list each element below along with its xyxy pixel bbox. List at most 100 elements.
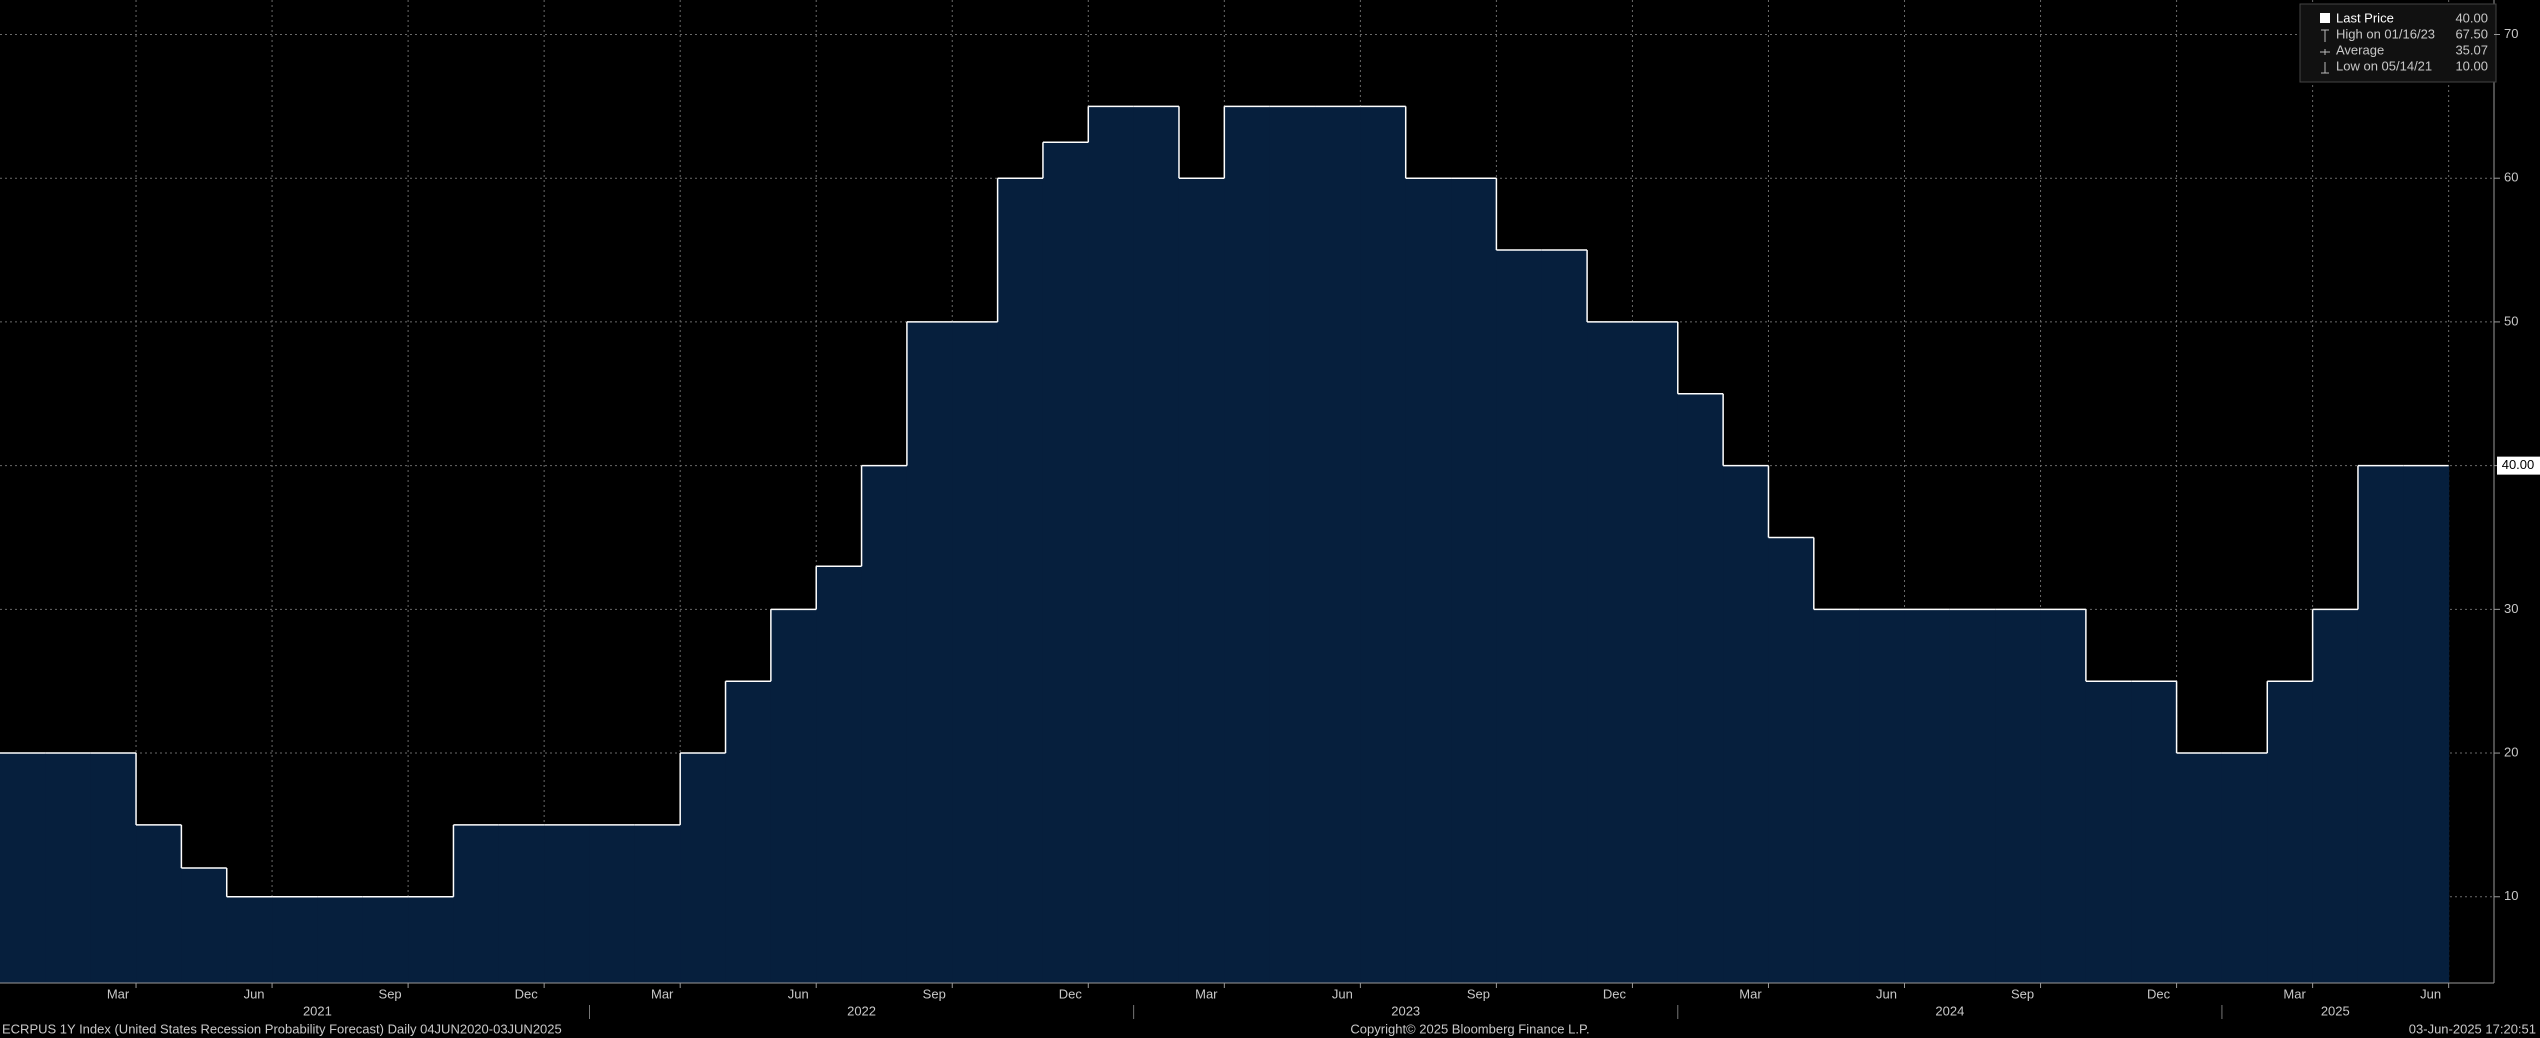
area-step	[1178, 178, 1225, 983]
area-step	[1949, 609, 1996, 983]
legend-label: Average	[2336, 42, 2384, 57]
x-tick-label: Dec	[515, 986, 539, 1001]
area-step	[1133, 106, 1180, 983]
area-step	[362, 896, 409, 983]
area-step	[1360, 106, 1407, 983]
year-label: 2022	[847, 1003, 876, 1018]
area-step	[997, 178, 1044, 983]
area-step	[1723, 465, 1769, 983]
area-step	[589, 824, 636, 983]
x-tick-label: Mar	[107, 986, 130, 1001]
series	[0, 105, 2450, 984]
year-label: 2023	[1391, 1003, 1420, 1018]
area-step	[90, 753, 137, 983]
x-tick-label: Dec	[1603, 986, 1627, 1001]
area-step	[634, 824, 681, 983]
area-step	[2403, 465, 2450, 983]
legend-label: Low on 05/14/21	[2336, 58, 2432, 73]
legend-box	[2299, 3, 2497, 83]
area-step	[2312, 609, 2359, 983]
footer-left: ECRPUS 1Y Index (United States Recession…	[2, 1021, 562, 1036]
area-step	[861, 465, 908, 983]
area-step	[1859, 609, 1906, 983]
y-tick-label: 60	[2504, 170, 2518, 185]
last-price-label: 40.00	[2502, 457, 2535, 472]
legend-icon	[2320, 13, 2330, 23]
area-step	[1269, 106, 1316, 983]
area-step	[408, 896, 454, 983]
area-step	[1451, 178, 1497, 983]
area-step	[272, 896, 318, 983]
year-label: 2025	[2321, 1003, 2350, 1018]
area-step	[1677, 393, 1724, 983]
area-step	[1496, 250, 1543, 983]
area-step	[906, 321, 953, 984]
area-step	[0, 753, 46, 983]
legend: Last Price 40.00 High on 01/16/23 67.50 Aver…	[2299, 3, 2497, 83]
area-step	[2040, 609, 2087, 983]
y-tick-label: 20	[2504, 744, 2518, 759]
x-tick-label: Mar	[1739, 986, 1762, 1001]
x-tick-label: Mar	[651, 986, 674, 1001]
area-step	[453, 824, 500, 983]
area-step	[136, 824, 182, 983]
x-tick-label: Jun	[1332, 986, 1353, 1001]
area-step	[498, 824, 545, 983]
x-tick-label: Jun	[244, 986, 265, 1001]
y-tick-label: 50	[2504, 313, 2518, 328]
legend-value: 35.07	[2455, 42, 2488, 57]
area-step	[952, 321, 999, 984]
x-tick-label: Sep	[379, 986, 402, 1001]
plot-area	[0, 0, 2494, 984]
x-tick-label: Sep	[2011, 986, 2034, 1001]
area-step	[2131, 681, 2178, 983]
area-step	[1813, 609, 1860, 983]
area-step	[2085, 681, 2132, 983]
area-step	[770, 609, 817, 983]
legend-value: 40.00	[2455, 10, 2488, 25]
area-step	[2176, 753, 2223, 983]
legend-value: 10.00	[2455, 58, 2488, 73]
x-tick-label: Jun	[1876, 986, 1897, 1001]
area-step	[2221, 753, 2268, 983]
x-tick-label: Dec	[1059, 986, 1083, 1001]
area-step	[680, 753, 727, 983]
last-price-tag	[2497, 456, 2540, 475]
area-step	[2267, 681, 2314, 983]
area-step	[1541, 250, 1588, 983]
year-label: 2021	[303, 1003, 332, 1018]
area-step	[725, 681, 772, 983]
area-step	[1587, 321, 1633, 984]
legend-label: High on 01/16/23	[2336, 26, 2435, 41]
footer-center: Copyright© 2025 Bloomberg Finance L.P.	[1350, 1021, 1589, 1036]
y-tick-label: 70	[2504, 26, 2518, 41]
area-step	[226, 896, 273, 983]
x-tick-label: Jun	[788, 986, 809, 1001]
legend-value: 67.50	[2455, 26, 2488, 41]
legend-icon	[2320, 49, 2330, 55]
area-step	[816, 566, 863, 983]
x-tick-label: Mar	[1195, 986, 1218, 1001]
area-step	[181, 868, 228, 983]
footer-right: 03-Jun-2025 17:20:51	[2409, 1021, 2536, 1036]
area-step	[1405, 178, 1452, 983]
x-tick-label: Sep	[1467, 986, 1490, 1001]
legend-label: Last Price	[2336, 10, 2394, 25]
area-step	[1995, 609, 2042, 983]
area-step	[1042, 142, 1089, 984]
area-step	[1632, 321, 1679, 984]
x-tick-label: Mar	[2283, 986, 2306, 1001]
area-step	[544, 824, 590, 983]
legend-icon	[2321, 62, 2329, 74]
legend-icon	[2321, 29, 2329, 42]
y-tick-label: 30	[2504, 601, 2518, 616]
year-label: 2024	[1935, 1003, 1964, 1018]
area-step	[45, 753, 92, 983]
area-step	[1315, 106, 1361, 983]
x-tick-label: Jun	[2420, 986, 2441, 1001]
area-step	[1768, 537, 1815, 983]
x-tick-label: Sep	[923, 986, 946, 1001]
area-step	[1224, 106, 1271, 983]
area-step	[1088, 106, 1135, 983]
